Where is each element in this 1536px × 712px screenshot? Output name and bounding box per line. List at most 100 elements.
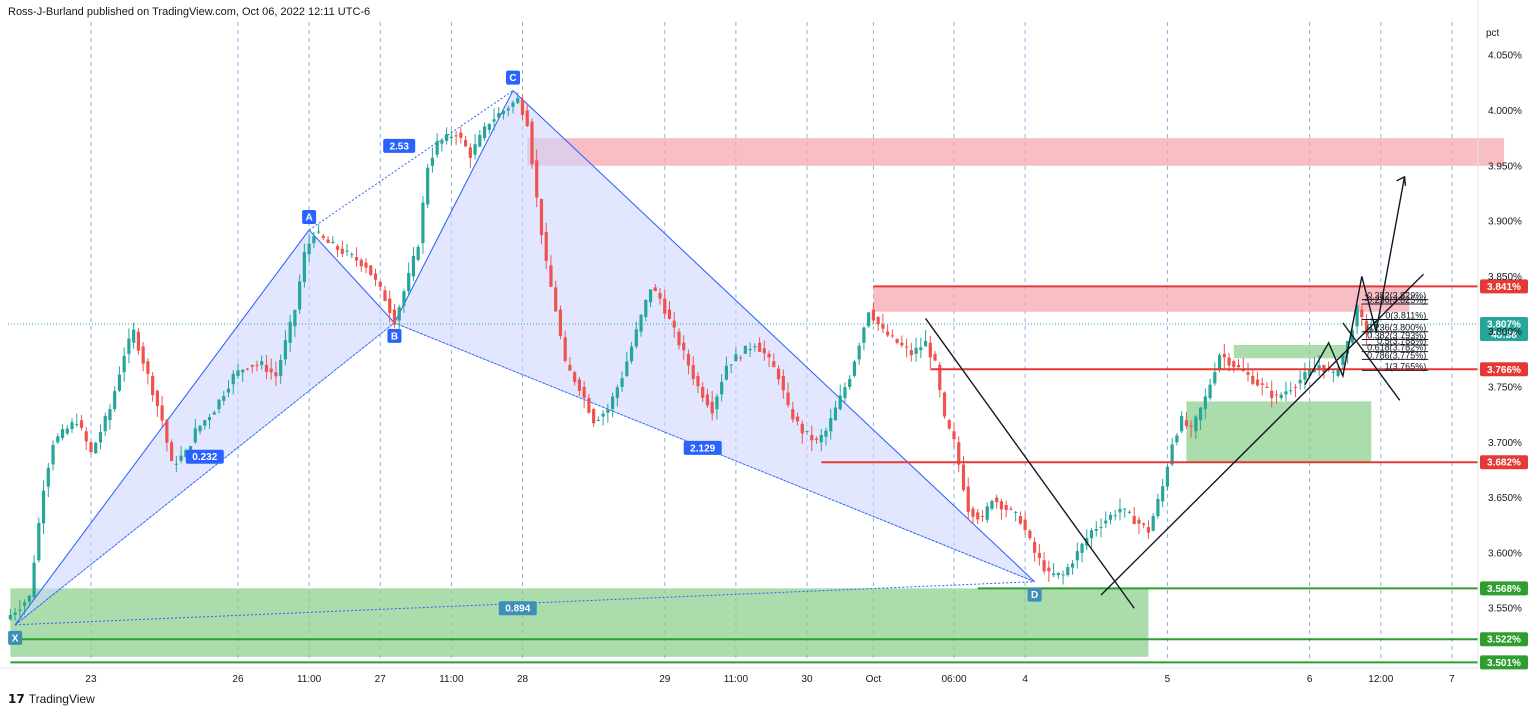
x-tick-label: 23 (85, 674, 97, 685)
candle-body (1222, 353, 1226, 358)
candle-body (516, 98, 520, 104)
candle-body (1142, 523, 1146, 525)
candle-body (511, 102, 515, 107)
candle-body (743, 345, 747, 354)
candle-body (459, 132, 463, 138)
candle-body (1047, 567, 1051, 572)
candle-body (402, 291, 406, 306)
candle-body (340, 248, 344, 254)
candle-body (748, 348, 752, 351)
countdown-text: 48:38 (1491, 330, 1517, 341)
candle-body (435, 141, 439, 155)
candle-body (1246, 372, 1250, 375)
ratio-label: 2.129 (690, 443, 715, 454)
candle-body (22, 602, 27, 607)
level-badge (1480, 279, 1528, 294)
candle-body (786, 392, 790, 405)
candle-body (1331, 371, 1335, 373)
candle-body (207, 417, 212, 421)
candle-body (94, 442, 98, 454)
candle-body (463, 139, 468, 147)
candle-body (388, 298, 392, 313)
y-tick-label: 3.800% (1488, 327, 1522, 338)
level-badge-text: 3.568% (1487, 584, 1521, 595)
candle-body (890, 335, 894, 337)
candle-body (1014, 511, 1018, 513)
candle-body (1227, 357, 1231, 366)
fib-label: 0.786(3.775%) (1367, 350, 1426, 360)
candle-body (819, 434, 823, 443)
level-badge-text: 3.522% (1487, 635, 1521, 646)
candle-body (1355, 305, 1359, 327)
candle-body (923, 340, 928, 347)
candle-body (1018, 516, 1023, 524)
candle-body (942, 392, 947, 417)
candle-body (829, 417, 833, 432)
tradingview-logo-icon[interactable]: 17 (8, 692, 25, 706)
candle-body (18, 609, 22, 611)
candle-body (146, 361, 150, 374)
candle-body (1251, 375, 1255, 384)
candle-body (1165, 466, 1170, 487)
candle-body (767, 353, 771, 358)
candle-body (231, 373, 235, 385)
candle-body (1213, 372, 1217, 384)
candle-body (776, 368, 781, 380)
point-label: D (1031, 590, 1038, 601)
candle-body (416, 246, 420, 260)
fib-label: 0.382(3.793%) (1367, 330, 1426, 340)
candle-body (833, 407, 838, 421)
candle-body (729, 364, 733, 366)
candle-body (98, 432, 103, 443)
point-label: X (12, 633, 19, 644)
candle-body (506, 108, 510, 111)
green-zone (1233, 344, 1348, 359)
candle-body (222, 395, 226, 401)
candle-body (335, 245, 340, 250)
x-tick-label: 27 (375, 674, 387, 685)
candle-body (127, 338, 131, 354)
candle-body (1094, 528, 1098, 531)
candle-body (1137, 519, 1141, 524)
candle-body (1123, 508, 1127, 510)
candle-body (701, 387, 705, 398)
point-label: B (391, 331, 398, 342)
candle-body (245, 368, 250, 370)
candle-body (354, 257, 359, 261)
candle-body (667, 309, 672, 319)
candle-body (27, 595, 31, 602)
candle-body (530, 121, 534, 164)
pattern-leg (512, 90, 1035, 583)
x-tick-label: 28 (517, 674, 529, 685)
current-price-badge (1480, 316, 1528, 341)
candle-body (957, 442, 961, 465)
candle-body (663, 298, 667, 314)
fib-label: 0.236(3.800%) (1367, 323, 1426, 333)
level-badge-text: 3.841% (1487, 282, 1521, 293)
candle-body (430, 157, 435, 166)
candle-body (497, 113, 501, 118)
level-badge-text: 3.766% (1487, 365, 1521, 376)
x-tick-label: 11:00 (439, 674, 464, 685)
candle-body (610, 396, 615, 410)
candle-body (1194, 416, 1198, 432)
candle-body (1132, 516, 1136, 525)
trend-line (924, 318, 1135, 609)
candle-body (492, 119, 496, 122)
tradingview-brand[interactable]: TradingView (28, 692, 95, 706)
candle-body (985, 506, 989, 520)
candle-body (615, 387, 619, 399)
candle-body (1037, 552, 1041, 558)
candle-body (715, 396, 719, 410)
trend-lines (924, 175, 1424, 609)
candle-body (606, 409, 610, 413)
candle-body (392, 309, 397, 325)
candle-body (1118, 508, 1122, 513)
candle-body (554, 287, 558, 312)
candle-body (857, 345, 861, 360)
y-axis-unit: pct (1486, 28, 1500, 39)
candle-body (1270, 390, 1274, 398)
candle-body (696, 375, 700, 387)
candle-body (449, 136, 453, 139)
